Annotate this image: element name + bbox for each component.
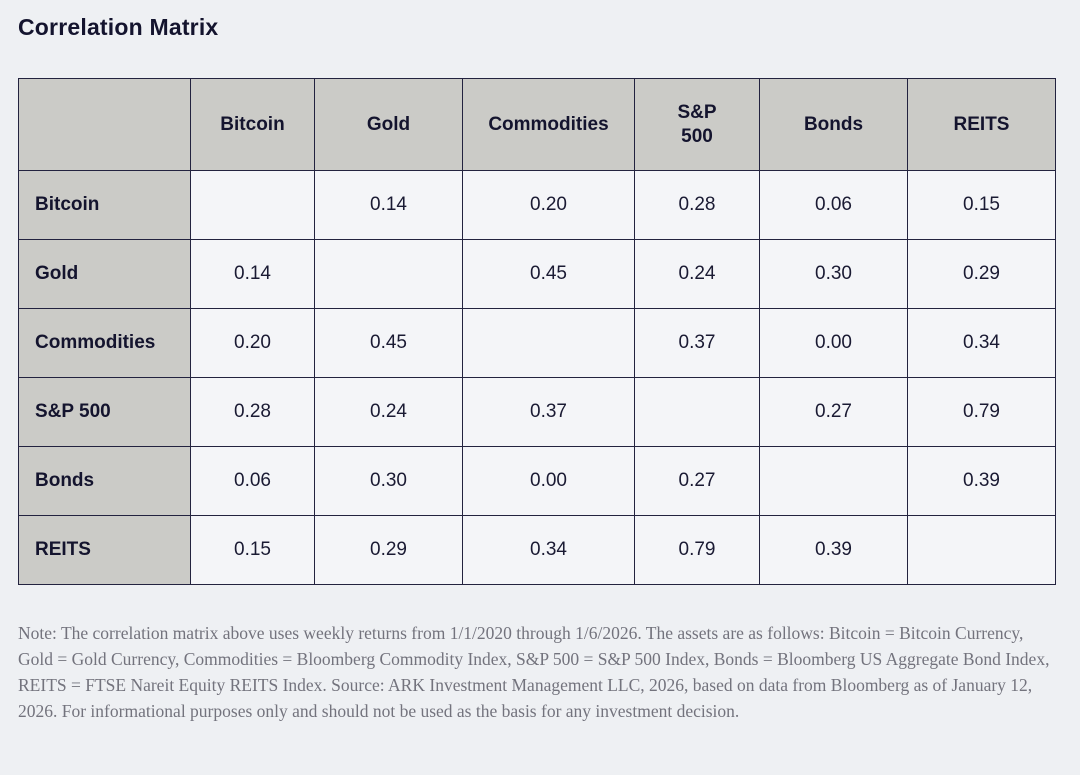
cell-bitcoin-bitcoin (190, 170, 315, 240)
column-header-s-p-500: S&P 500 (634, 78, 760, 171)
cell-bonds-commodities: 0.00 (462, 446, 635, 516)
cell-commodities-bonds: 0.00 (759, 308, 908, 378)
note-text: Note: The correlation matrix above uses … (18, 623, 1050, 721)
table-row-bonds: Bonds 0.06 0.30 0.00 0.27 0.39 (18, 446, 1056, 516)
cell-bonds-s-p-500: 0.27 (634, 446, 760, 516)
table-body: Bitcoin 0.14 0.20 0.28 0.06 0.15 Gold 0.14 0.45 0… (18, 170, 1056, 585)
cell-bonds-reits: 0.39 (907, 446, 1056, 516)
row-header-gold: Gold (18, 239, 191, 309)
cell-reits-gold: 0.29 (314, 515, 463, 585)
table-row-commodities: Commodities 0.20 0.45 0.37 0.00 0.34 (18, 308, 1056, 378)
cell-gold-bitcoin: 0.14 (190, 239, 315, 309)
cell-reits-commodities: 0.34 (462, 515, 635, 585)
table-row-s-p-500: S&P 500 0.28 0.24 0.37 0.27 0.79 (18, 377, 1056, 447)
cell-gold-reits: 0.29 (907, 239, 1056, 309)
row-header-commodities: Commodities (18, 308, 191, 378)
column-header-reits: REITS (907, 78, 1056, 171)
table-row-gold: Gold 0.14 0.45 0.24 0.30 0.29 (18, 239, 1056, 309)
correlation-table: Bitcoin Gold Commodities S&P 500 Bonds REITS … (18, 78, 1056, 585)
cell-bonds-gold: 0.30 (314, 446, 463, 516)
cell-commodities-bitcoin: 0.20 (190, 308, 315, 378)
row-header-bonds: Bonds (18, 446, 191, 516)
row-header-bitcoin: Bitcoin (18, 170, 191, 240)
column-header-commodities: Commodities (462, 78, 635, 171)
cell-reits-bitcoin: 0.15 (190, 515, 315, 585)
table-row-bitcoin: Bitcoin 0.14 0.20 0.28 0.06 0.15 (18, 170, 1056, 240)
cell-gold-gold (314, 239, 463, 309)
cell-s-p-500-bonds: 0.27 (759, 377, 908, 447)
cell-s-p-500-reits: 0.79 (907, 377, 1056, 447)
cell-gold-bonds: 0.30 (759, 239, 908, 309)
table-header: Bitcoin Gold Commodities S&P 500 Bonds REITS (18, 78, 1056, 171)
column-header-gold: Gold (314, 78, 463, 171)
cell-bitcoin-gold: 0.14 (314, 170, 463, 240)
cell-reits-s-p-500: 0.79 (634, 515, 760, 585)
header-row: Bitcoin Gold Commodities S&P 500 Bonds REITS (18, 78, 1056, 171)
cell-commodities-reits: 0.34 (907, 308, 1056, 378)
cell-bitcoin-s-p-500: 0.28 (634, 170, 760, 240)
cell-gold-s-p-500: 0.24 (634, 239, 760, 309)
cell-s-p-500-commodities: 0.37 (462, 377, 635, 447)
cell-reits-bonds: 0.39 (759, 515, 908, 585)
cell-commodities-commodities (462, 308, 635, 378)
column-header-bonds: Bonds (759, 78, 908, 171)
cell-s-p-500-bitcoin: 0.28 (190, 377, 315, 447)
cell-bitcoin-bonds: 0.06 (759, 170, 908, 240)
cell-bitcoin-commodities: 0.20 (462, 170, 635, 240)
cell-s-p-500-gold: 0.24 (314, 377, 463, 447)
cell-gold-commodities: 0.45 (462, 239, 635, 309)
row-header-reits: REITS (18, 515, 191, 585)
cell-commodities-gold: 0.45 (314, 308, 463, 378)
page-title: Correlation Matrix (18, 14, 219, 40)
cell-reits-reits (907, 515, 1056, 585)
cell-commodities-s-p-500: 0.37 (634, 308, 760, 378)
column-header-bitcoin: Bitcoin (190, 78, 315, 171)
row-header-s-p-500: S&P 500 (18, 377, 191, 447)
table-row-reits: REITS 0.15 0.29 0.34 0.79 0.39 (18, 515, 1056, 585)
cell-bonds-bitcoin: 0.06 (190, 446, 315, 516)
cell-bonds-bonds (759, 446, 908, 516)
cell-bitcoin-reits: 0.15 (907, 170, 1056, 240)
cell-s-p-500-s-p-500 (634, 377, 760, 447)
corner-cell (18, 78, 191, 171)
